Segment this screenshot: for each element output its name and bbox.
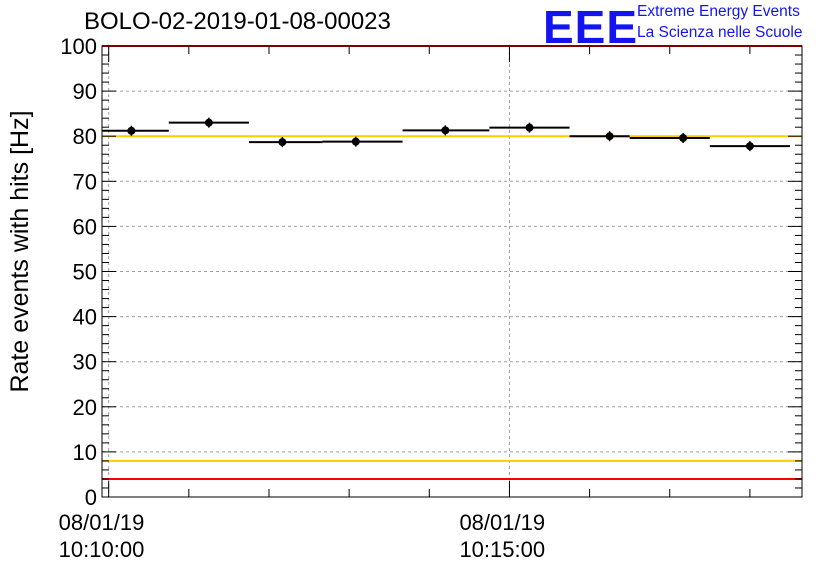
point-marker [352, 138, 360, 146]
x-tick-label-time: 10:15:00 [459, 537, 545, 562]
data-point [102, 126, 169, 136]
y-tick-label: 90 [73, 79, 97, 104]
data-point [322, 137, 402, 147]
rate-chart: 010203040506070809010008/01/1910:10:0008… [0, 0, 836, 572]
data-point [630, 133, 710, 143]
y-tick-label: 50 [73, 260, 97, 285]
x-tick-label-date: 08/01/19 [459, 510, 545, 535]
y-tick-label: 80 [73, 124, 97, 149]
grid [102, 46, 802, 497]
point-marker [205, 119, 213, 127]
data-point [710, 141, 790, 151]
point-marker [746, 142, 754, 150]
point-marker [525, 124, 533, 132]
data-point [570, 131, 630, 141]
y-tick-label: 40 [73, 305, 97, 330]
point-marker [441, 126, 449, 134]
axis-labels: 010203040506070809010008/01/1910:10:0008… [6, 34, 545, 562]
y-tick-label: 60 [73, 214, 97, 239]
data-point [249, 137, 322, 147]
point-marker [278, 138, 286, 146]
y-tick-label: 70 [73, 169, 97, 194]
data-point [403, 125, 490, 135]
x-tick-label-time: 10:10:00 [59, 537, 145, 562]
data-point [489, 123, 569, 133]
y-tick-label: 0 [85, 485, 97, 510]
reference-lines [102, 46, 802, 479]
point-marker [606, 132, 614, 140]
data-points [102, 118, 790, 151]
y-tick-label: 10 [73, 440, 97, 465]
y-axis-title: Rate events with hits [Hz] [6, 110, 34, 392]
y-tick-label: 100 [60, 34, 97, 59]
point-marker [127, 127, 135, 135]
y-tick-label: 20 [73, 395, 97, 420]
y-tick-label: 30 [73, 350, 97, 375]
data-point [169, 118, 249, 128]
point-marker [679, 134, 687, 142]
x-tick-label-date: 08/01/19 [59, 510, 145, 535]
